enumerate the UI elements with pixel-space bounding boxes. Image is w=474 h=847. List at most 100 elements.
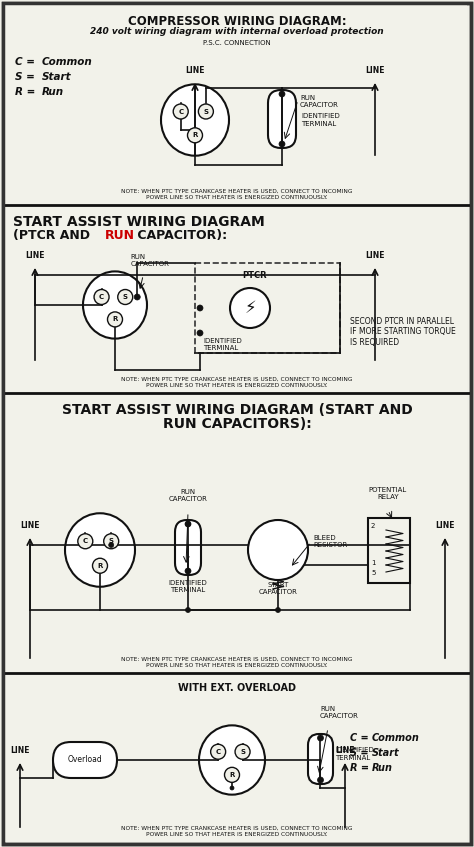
Text: START ASSIST WIRING DIAGRAM: START ASSIST WIRING DIAGRAM: [13, 215, 265, 229]
Circle shape: [185, 607, 191, 612]
Circle shape: [279, 141, 285, 147]
Text: RUN
CAPACITOR: RUN CAPACITOR: [169, 489, 208, 502]
Circle shape: [118, 290, 133, 305]
Text: LINE: LINE: [365, 66, 385, 75]
FancyBboxPatch shape: [53, 742, 117, 778]
Circle shape: [210, 745, 226, 759]
Text: LINE: LINE: [185, 66, 205, 75]
Text: SECOND PTCR IN PARALLEL
IF MORE STARTING TORQUE
IS REQUIRED: SECOND PTCR IN PARALLEL IF MORE STARTING…: [350, 317, 456, 346]
Text: RUN CAPACITORS):: RUN CAPACITORS):: [163, 417, 311, 431]
Ellipse shape: [199, 725, 265, 794]
Text: S: S: [203, 108, 209, 114]
Text: S: S: [123, 294, 128, 300]
Text: Common: Common: [42, 57, 93, 67]
Circle shape: [248, 520, 308, 580]
Text: Run: Run: [372, 763, 393, 773]
Text: R: R: [229, 772, 235, 778]
Text: pressauto.NET: pressauto.NET: [67, 418, 273, 442]
Circle shape: [230, 786, 234, 790]
Text: COMPRESSOR WIRING DIAGRAM:: COMPRESSOR WIRING DIAGRAM:: [128, 15, 346, 28]
Text: RUN: RUN: [105, 229, 135, 242]
Circle shape: [230, 288, 270, 328]
Bar: [368, 518, 410, 583]
Ellipse shape: [83, 271, 147, 339]
Circle shape: [235, 745, 250, 759]
Text: ⚡: ⚡: [244, 299, 256, 317]
Circle shape: [185, 568, 191, 574]
Circle shape: [134, 294, 140, 300]
Text: C =: C =: [350, 733, 369, 743]
Circle shape: [94, 290, 109, 305]
Text: R: R: [112, 317, 118, 323]
FancyBboxPatch shape: [268, 90, 296, 148]
Circle shape: [318, 735, 323, 741]
Text: LINE: LINE: [435, 521, 455, 530]
FancyBboxPatch shape: [175, 520, 201, 575]
Text: BLEED
RESISTOR: BLEED RESISTOR: [313, 535, 347, 548]
Circle shape: [188, 128, 202, 143]
Bar: [5, 675, 467, 842]
Text: RUN
CAPACITOR: RUN CAPACITOR: [320, 706, 359, 719]
Text: P.S.C. CONNECTION: P.S.C. CONNECTION: [203, 40, 271, 46]
Text: POTENTIAL
RELAY: POTENTIAL RELAY: [369, 487, 407, 500]
Text: IDENTIFIED
TERMINAL: IDENTIFIED TERMINAL: [335, 748, 374, 761]
Text: C =: C =: [15, 57, 35, 67]
Text: WITH EXT. OVERLOAD: WITH EXT. OVERLOAD: [178, 683, 296, 693]
Text: 1: 1: [371, 560, 375, 566]
FancyBboxPatch shape: [308, 734, 333, 784]
Text: R =: R =: [350, 763, 369, 773]
Ellipse shape: [65, 513, 135, 587]
Circle shape: [92, 558, 108, 573]
Circle shape: [225, 767, 239, 783]
Text: IDENTIFIED
TERMINAL: IDENTIFIED TERMINAL: [203, 338, 242, 351]
Text: RUN
CAPACITOR: RUN CAPACITOR: [130, 254, 169, 267]
Bar: [5, 395, 467, 673]
Text: Run: Run: [42, 87, 64, 97]
Circle shape: [78, 534, 93, 549]
Circle shape: [104, 534, 118, 549]
Circle shape: [109, 542, 114, 547]
Text: IDENTIFIED
TERMINAL: IDENTIFIED TERMINAL: [301, 113, 340, 126]
Circle shape: [197, 330, 203, 336]
Text: NOTE: WHEN PTC TYPE CRANKCASE HEATER IS USED, CONNECT TO INCOMING
POWER LINE SO : NOTE: WHEN PTC TYPE CRANKCASE HEATER IS …: [121, 377, 353, 388]
Text: LINE: LINE: [25, 251, 45, 260]
Text: S =: S =: [350, 748, 368, 758]
Text: IDENTIFIED
TERMINAL: IDENTIFIED TERMINAL: [169, 580, 207, 593]
Circle shape: [275, 607, 281, 612]
Circle shape: [185, 522, 191, 527]
Bar: [5, 207, 467, 393]
Circle shape: [185, 521, 191, 527]
Text: NOTE: WHEN PTC TYPE CRANKCASE HEATER IS USED, CONNECT TO INCOMING
POWER LINE SO : NOTE: WHEN PTC TYPE CRANKCASE HEATER IS …: [121, 826, 353, 837]
Text: START ASSIST WIRING DIAGRAM (START AND: START ASSIST WIRING DIAGRAM (START AND: [62, 403, 412, 417]
Circle shape: [108, 312, 122, 327]
Text: START
CAPACITOR: START CAPACITOR: [258, 582, 298, 595]
Text: S: S: [109, 538, 114, 545]
Text: Start: Start: [42, 72, 72, 82]
Circle shape: [199, 104, 213, 119]
Circle shape: [279, 91, 285, 97]
Text: LINE: LINE: [365, 251, 385, 260]
Text: C: C: [83, 538, 88, 545]
Text: S =: S =: [15, 72, 35, 82]
Text: LINE: LINE: [10, 746, 30, 755]
Text: C: C: [99, 294, 104, 300]
Text: 240 volt wiring diagram with internal overload protection: 240 volt wiring diagram with internal ov…: [90, 27, 384, 36]
Text: NOTE: WHEN PTC TYPE CRANKCASE HEATER IS USED, CONNECT TO INCOMING
POWER LINE SO : NOTE: WHEN PTC TYPE CRANKCASE HEATER IS …: [121, 189, 353, 200]
Text: Common: Common: [372, 733, 420, 743]
Text: 2: 2: [371, 523, 375, 529]
Text: (PTCR AND: (PTCR AND: [13, 229, 94, 242]
Text: Start: Start: [372, 748, 400, 758]
Text: S: S: [240, 749, 245, 755]
Text: C: C: [216, 749, 221, 755]
Text: C: C: [178, 108, 183, 114]
Bar: [195, 263, 340, 353]
Circle shape: [173, 104, 188, 119]
Text: R =: R =: [15, 87, 36, 97]
Text: R: R: [97, 562, 103, 568]
Ellipse shape: [161, 85, 229, 156]
Text: RUN
CAPACITOR: RUN CAPACITOR: [300, 95, 339, 108]
Text: LINE: LINE: [20, 521, 40, 530]
Text: Overload: Overload: [68, 756, 102, 765]
Circle shape: [197, 305, 203, 311]
Circle shape: [318, 777, 323, 783]
